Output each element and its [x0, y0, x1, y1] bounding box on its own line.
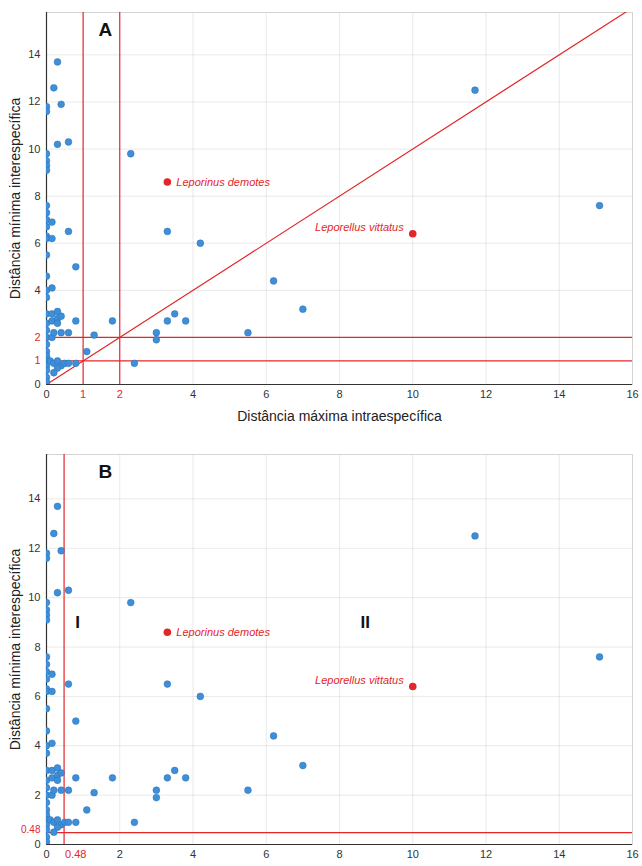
svg-text:2: 2 [34, 331, 40, 343]
svg-text:6: 6 [34, 690, 40, 702]
svg-text:Leporinus demotes: Leporinus demotes [176, 626, 270, 638]
svg-text:4: 4 [190, 388, 196, 400]
svg-text:8: 8 [34, 190, 40, 202]
svg-text:2: 2 [34, 789, 40, 801]
svg-text:12: 12 [28, 95, 40, 107]
svg-text:2: 2 [117, 388, 123, 400]
svg-text:6: 6 [34, 237, 40, 249]
svg-text:0.48: 0.48 [65, 848, 86, 860]
svg-text:Leporinus demotes: Leporinus demotes [176, 176, 270, 188]
svg-text:4: 4 [34, 284, 40, 296]
svg-text:12: 12 [28, 542, 40, 554]
svg-text:8: 8 [336, 388, 342, 400]
svg-text:2: 2 [117, 848, 123, 860]
svg-text:0: 0 [34, 378, 40, 390]
svg-text:8: 8 [34, 641, 40, 653]
svg-text:0: 0 [34, 838, 40, 850]
svg-text:0: 0 [43, 848, 49, 860]
svg-text:II: II [360, 613, 369, 632]
svg-text:1: 1 [34, 354, 40, 366]
svg-text:Leporellus vittatus: Leporellus vittatus [315, 221, 404, 233]
svg-text:14: 14 [553, 848, 565, 860]
svg-text:16: 16 [626, 848, 638, 860]
svg-text:10: 10 [28, 591, 40, 603]
svg-text:B: B [99, 461, 113, 482]
svg-text:16: 16 [626, 388, 638, 400]
svg-text:I: I [75, 613, 80, 632]
svg-text:12: 12 [480, 848, 492, 860]
svg-text:Distância mínima interespecífi: Distância mínima interespecífica [7, 549, 23, 751]
svg-text:Distância máxima intraespecífi: Distância máxima intraespecífica [237, 408, 442, 424]
svg-text:14: 14 [28, 48, 40, 60]
svg-text:6: 6 [263, 848, 269, 860]
svg-text:Distância mínima interespecífi: Distância mínima interespecífica [7, 98, 23, 300]
svg-text:1: 1 [80, 388, 86, 400]
svg-text:10: 10 [407, 388, 419, 400]
svg-text:6: 6 [263, 388, 269, 400]
svg-text:8: 8 [336, 848, 342, 860]
svg-text:0.48: 0.48 [21, 824, 41, 835]
svg-text:0: 0 [43, 388, 49, 400]
svg-text:10: 10 [407, 848, 419, 860]
svg-text:14: 14 [553, 388, 565, 400]
svg-text:10: 10 [28, 143, 40, 155]
svg-text:A: A [99, 19, 113, 40]
svg-text:4: 4 [190, 848, 196, 860]
svg-text:4: 4 [34, 739, 40, 751]
svg-text:12: 12 [480, 388, 492, 400]
svg-text:14: 14 [28, 492, 40, 504]
svg-text:Leporellus vittatus: Leporellus vittatus [315, 674, 404, 686]
